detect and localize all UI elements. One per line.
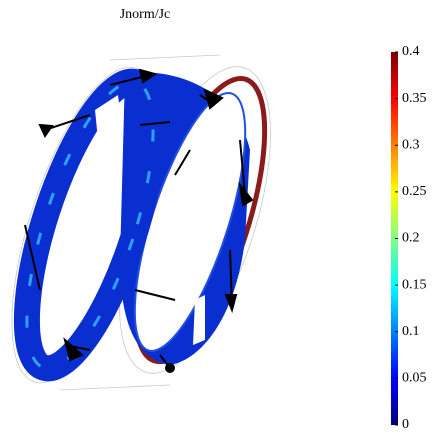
colorbar-tick-label: 0.3 (402, 137, 420, 152)
chart-title: Jnorm/Jc (120, 7, 171, 22)
colorbar-tick-label: 0.4 (402, 44, 420, 59)
colorbar-ticks: 0 0.05 0.1 0.15 0.2 0.25 0.3 0.35 0.4 (395, 44, 427, 432)
colorbar-tick-label: 0.2 (402, 231, 420, 246)
colorbar-tick-label: 0.05 (402, 371, 427, 386)
colorbar-tick-label: 0.15 (402, 277, 427, 292)
chart: Jnorm/Jc (0, 0, 447, 435)
colorbar-tick-label: 0.35 (402, 91, 427, 106)
colorbar-tick-label: 0.1 (402, 324, 420, 339)
colorbar-tick-label: 0.25 (402, 184, 427, 199)
colorbar-tick-label: 0 (402, 417, 409, 432)
surface-plot (0, 49, 302, 399)
